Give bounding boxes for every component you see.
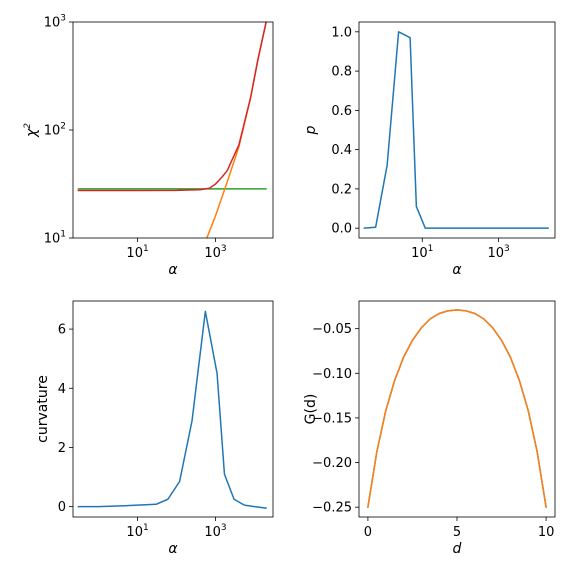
y-tick-exponent: 2 bbox=[60, 122, 66, 132]
y-tick-base: 10 bbox=[44, 124, 61, 139]
y-tick-label: 102 bbox=[44, 122, 66, 139]
series-line-1 bbox=[363, 31, 550, 229]
series-line-1 bbox=[367, 309, 547, 508]
x-tick-exponent: 3 bbox=[504, 244, 510, 254]
y-tick-label: 103 bbox=[44, 14, 66, 31]
y-tick-label: 1.0 bbox=[331, 25, 352, 40]
x-tick-base: 10 bbox=[487, 246, 504, 261]
y-tick-label: 0.0 bbox=[331, 222, 352, 237]
x-tick-label: 0 bbox=[364, 525, 372, 540]
x-tick-label: 10 bbox=[538, 525, 555, 540]
series-line-3 bbox=[77, 22, 267, 192]
y-tick-label: 101 bbox=[44, 230, 66, 247]
y-tick-label: 6 bbox=[58, 323, 66, 338]
x-tick-base: 10 bbox=[411, 246, 428, 261]
series-line-1 bbox=[77, 310, 267, 509]
panel-g-of-d: 0 5 10 −0.05 −0.10 −0.15 −0.20 −0.25 d G(d) bbox=[303, 300, 556, 557]
y-tick-base: 10 bbox=[44, 232, 61, 247]
y-tick-label: −0.10 bbox=[312, 367, 352, 382]
x-tick-exponent: 1 bbox=[143, 523, 149, 533]
series-line-2 bbox=[206, 22, 267, 238]
axes-frame bbox=[358, 21, 556, 239]
y-axis-label: curvature bbox=[35, 375, 51, 443]
x-tick-exponent: 1 bbox=[428, 244, 434, 254]
x-tick-exponent: 3 bbox=[221, 244, 227, 254]
y-tick-label: 2 bbox=[58, 441, 66, 456]
y-tick-label: 4 bbox=[58, 382, 66, 397]
x-tick-label: 103 bbox=[487, 244, 509, 261]
x-tick-base: 10 bbox=[204, 246, 221, 261]
x-tick-label: 5 bbox=[453, 525, 461, 540]
y-tick-label: −0.20 bbox=[312, 456, 352, 471]
y-axis-label-text: χ bbox=[24, 128, 40, 138]
y-tick-label: −0.25 bbox=[312, 501, 352, 516]
y-axis-label-text: p bbox=[303, 125, 319, 135]
y-tick-label: 0 bbox=[58, 500, 66, 515]
y-tick-exponent: 3 bbox=[60, 14, 66, 24]
axes-frame bbox=[358, 300, 556, 518]
x-tick-label: 101 bbox=[126, 244, 148, 261]
y-tick-label: −0.15 bbox=[312, 411, 352, 426]
x-axis-label: α bbox=[168, 541, 178, 557]
x-axis-label: α bbox=[168, 262, 178, 278]
x-tick-label: 101 bbox=[411, 244, 433, 261]
x-tick-base: 10 bbox=[126, 525, 143, 540]
y-tick-label: −0.05 bbox=[312, 322, 352, 337]
y-tick-label: 0.6 bbox=[331, 104, 352, 119]
y-axis-label: G(d) bbox=[303, 394, 319, 425]
x-tick-label: 101 bbox=[126, 523, 148, 540]
y-tick-exponent: 1 bbox=[60, 230, 66, 240]
series-line-2 bbox=[367, 309, 547, 508]
y-tick-label: 0.4 bbox=[331, 143, 352, 158]
y-axis-label: p bbox=[303, 125, 319, 135]
x-axis-label: d bbox=[453, 541, 462, 557]
x-tick-label: 103 bbox=[204, 523, 226, 540]
y-tick-label: 0.2 bbox=[331, 182, 352, 197]
axes-frame bbox=[72, 300, 274, 518]
y-axis-label-superscript: 2 bbox=[23, 123, 33, 129]
y-axis-label-text: curvature bbox=[35, 375, 51, 443]
y-tick-label: 0.8 bbox=[331, 65, 352, 80]
y-tick-base: 10 bbox=[44, 16, 61, 31]
x-axis-label: α bbox=[452, 262, 462, 278]
x-tick-base: 10 bbox=[126, 246, 143, 261]
x-tick-label: 103 bbox=[204, 244, 226, 261]
y-axis-label-text: G(d) bbox=[303, 394, 319, 425]
x-tick-exponent: 1 bbox=[143, 244, 149, 254]
x-tick-exponent: 3 bbox=[221, 523, 227, 533]
x-tick-base: 10 bbox=[204, 525, 221, 540]
y-axis-label: χ2 bbox=[23, 123, 40, 138]
